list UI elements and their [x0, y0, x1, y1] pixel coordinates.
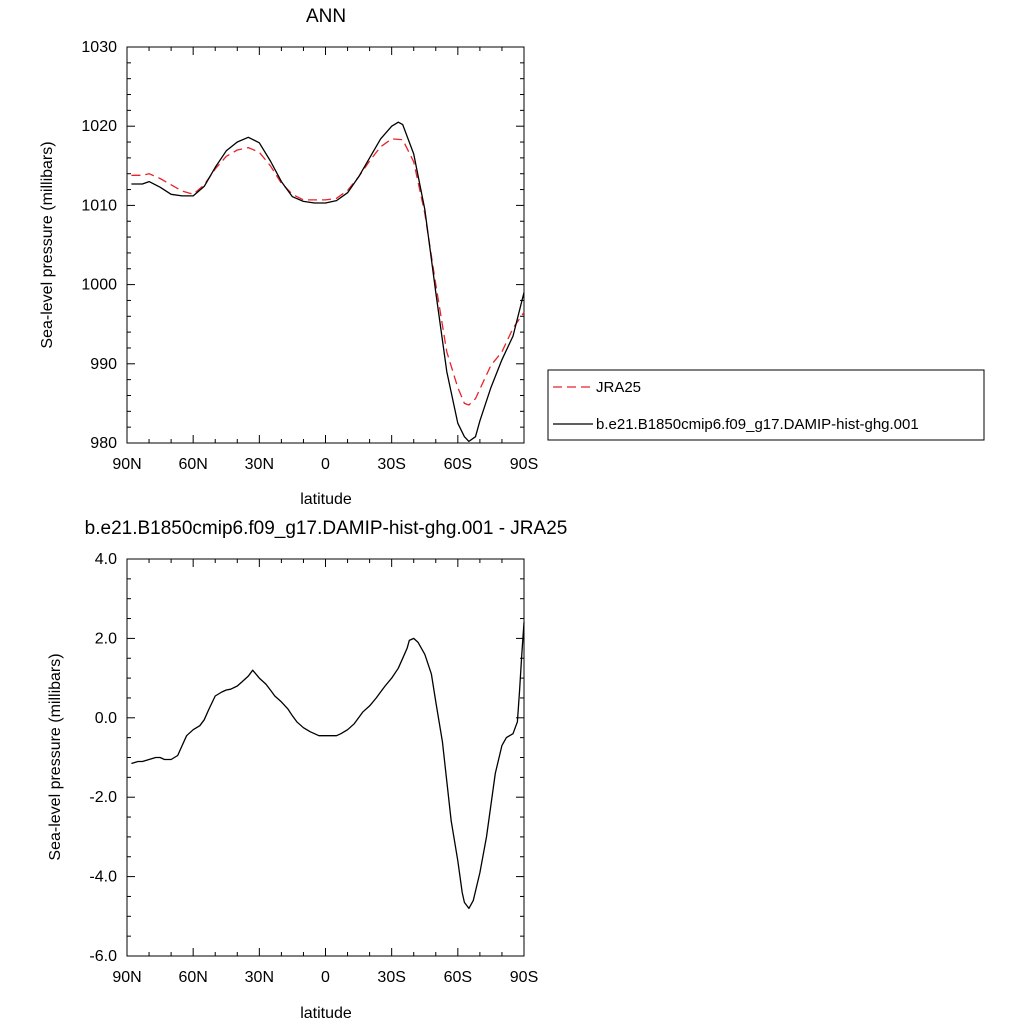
- top-axis-ticks: 90N 60N 30N 0 30S 60S 90S 980 990 1000 1010 1020 103…: [81, 39, 538, 473]
- y-tick-label: 1020: [81, 118, 117, 135]
- bottom-plot-frame: [126, 558, 525, 957]
- bottom-panel: b.e21.B1850cmip6.f09_g17.DAMIP-hist-ghg.…: [47, 518, 567, 1022]
- x-tick-label: 60S: [444, 456, 472, 473]
- y-tick-label: 990: [90, 356, 117, 373]
- x-tick-label: 0: [321, 456, 330, 473]
- bottom-x-axis-label: latitude: [300, 1005, 352, 1022]
- y-tick-label: 1030: [81, 39, 117, 56]
- y-tick-label: 4.0: [95, 551, 117, 568]
- x-tick-label: 60N: [178, 969, 207, 986]
- bottom-panel-title: b.e21.B1850cmip6.f09_g17.DAMIP-hist-ghg.…: [85, 518, 568, 539]
- x-tick-label: 90S: [510, 456, 538, 473]
- x-tick-label: 30S: [377, 969, 405, 986]
- y-tick-label: 980: [90, 435, 117, 452]
- legend-label-model: b.e21.B1850cmip6.f09_g17.DAMIP-hist-ghg.…: [596, 416, 919, 433]
- top-plot-frame: [126, 46, 525, 444]
- y-tick-label: -6.0: [89, 948, 117, 965]
- y-tick-label: 0.0: [95, 710, 117, 727]
- x-tick-label: 0: [321, 969, 330, 986]
- y-tick-label: -2.0: [89, 789, 117, 806]
- y-tick-label: 2.0: [95, 630, 117, 647]
- y-tick-label: 1010: [81, 197, 117, 214]
- top-y-axis-label: Sea-level pressure (millibars): [39, 141, 56, 348]
- top-series-layer: [131, 121, 525, 443]
- x-tick-label: 90N: [112, 969, 141, 986]
- top-x-axis-label: latitude: [300, 491, 352, 508]
- x-tick-label: 60N: [178, 456, 207, 473]
- top-panel-title: ANN: [306, 6, 346, 27]
- legend-label-jra25: JRA25: [596, 379, 641, 396]
- x-tick-label: 30N: [245, 456, 274, 473]
- legend: JRA25 b.e21.B1850cmip6.f09_g17.DAMIP-his…: [547, 369, 985, 441]
- y-tick-label: -4.0: [89, 869, 117, 886]
- x-tick-label: 90N: [112, 456, 141, 473]
- series-line-jra25: [131, 138, 525, 406]
- bottom-axis-ticks: 90N 60N 30N 0 30S 60S 90S -6.0 -4.0 -2.0 0.0 2.0 4.0: [89, 551, 538, 986]
- bottom-series-layer: [131, 622, 525, 910]
- x-tick-label: 60S: [444, 969, 472, 986]
- top-panel: ANN 90N 60N 30N 0 30S 60S 90S 980 990 1000 1010 102…: [39, 6, 985, 508]
- x-tick-label: 30S: [377, 456, 405, 473]
- x-tick-label: 90S: [510, 969, 538, 986]
- series-line-b-e21-b1850cmip6-f09-g17-damip-hist-ghg-001: [131, 121, 525, 443]
- legend-box: [547, 369, 985, 441]
- x-tick-label: 30N: [245, 969, 274, 986]
- y-tick-label: 1000: [81, 277, 117, 294]
- bottom-y-axis-label: Sea-level pressure (millibars): [47, 653, 64, 860]
- series-line-diff-0: [131, 622, 525, 910]
